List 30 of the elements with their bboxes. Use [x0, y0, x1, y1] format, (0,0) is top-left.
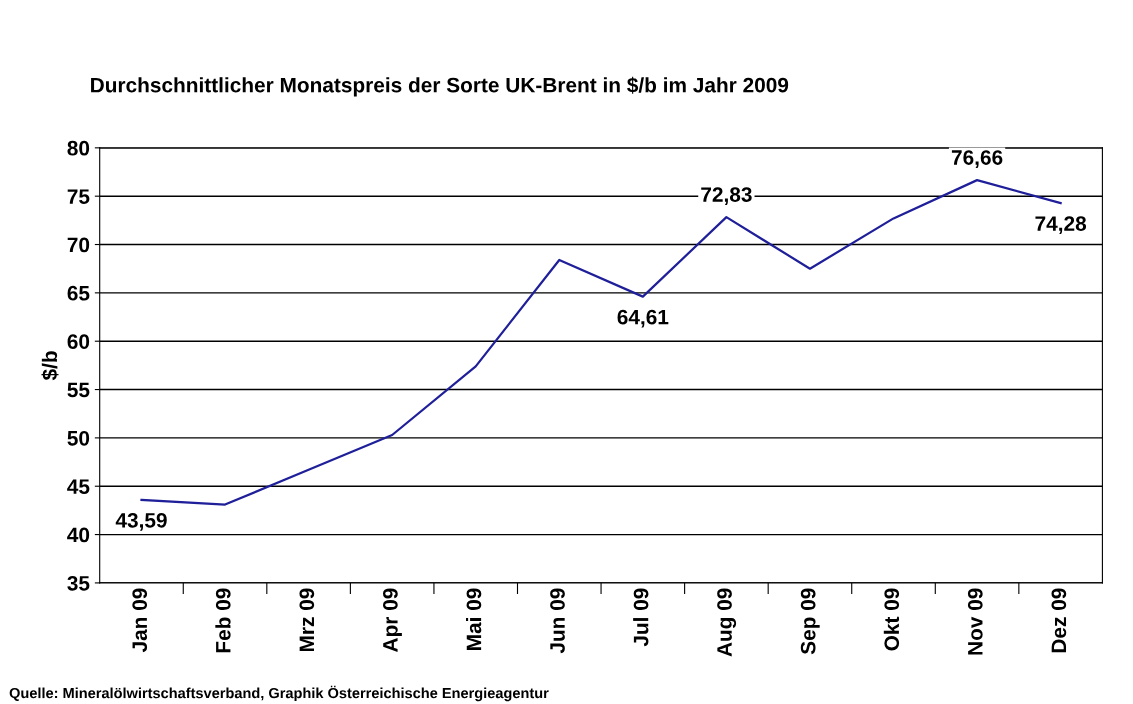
x-tick-label: Aug 09	[717, 588, 737, 657]
y-tick-label: 75	[67, 189, 90, 204]
y-tick-label: 70	[67, 237, 90, 253]
chart-title: Durchschnittlicher Monatspreis der Sorte UK-Brent in $/b im Jahr 2009	[91, 76, 789, 97]
x-tick-label: Feb 09	[215, 588, 231, 653]
x-tick-label: Jan 09	[132, 588, 148, 653]
y-axis-title: $/b	[41, 351, 59, 381]
x-tick-label: Jul 09	[633, 588, 649, 647]
y-tick-label: 60	[67, 334, 90, 349]
y-tick-label: 50	[67, 430, 90, 446]
y-tick-label: 45	[67, 479, 90, 494]
x-tick-label: Mai 09	[466, 588, 482, 650]
data-label: 76,66	[951, 150, 1003, 168]
x-tick-label: Dez 09	[1051, 588, 1067, 653]
y-tick-label: 40	[67, 527, 90, 543]
data-label: 72,83	[701, 187, 752, 205]
x-tick-label: Nov 09	[967, 588, 983, 655]
x-tick-label: Apr 09	[383, 588, 402, 652]
x-tick-label: Mrz 09	[299, 588, 315, 652]
y-tick-label: 35	[67, 575, 90, 591]
y-tick-label: 65	[67, 285, 90, 301]
data-label: 74,28	[1035, 216, 1087, 234]
x-tick-label: Okt 09	[883, 588, 900, 651]
data-label: 64,61	[617, 309, 669, 328]
y-tick-label: 55	[67, 382, 90, 398]
x-tick-label: Sep 09	[800, 588, 820, 655]
source-note: Quelle: Mineralölwirtschaftsverband, Graphik Österreichische Energieagentur	[9, 685, 549, 702]
data-label: 43,59	[115, 512, 167, 531]
y-tick-label: 80	[67, 140, 90, 156]
x-tick-label: Jun 09	[550, 588, 565, 654]
